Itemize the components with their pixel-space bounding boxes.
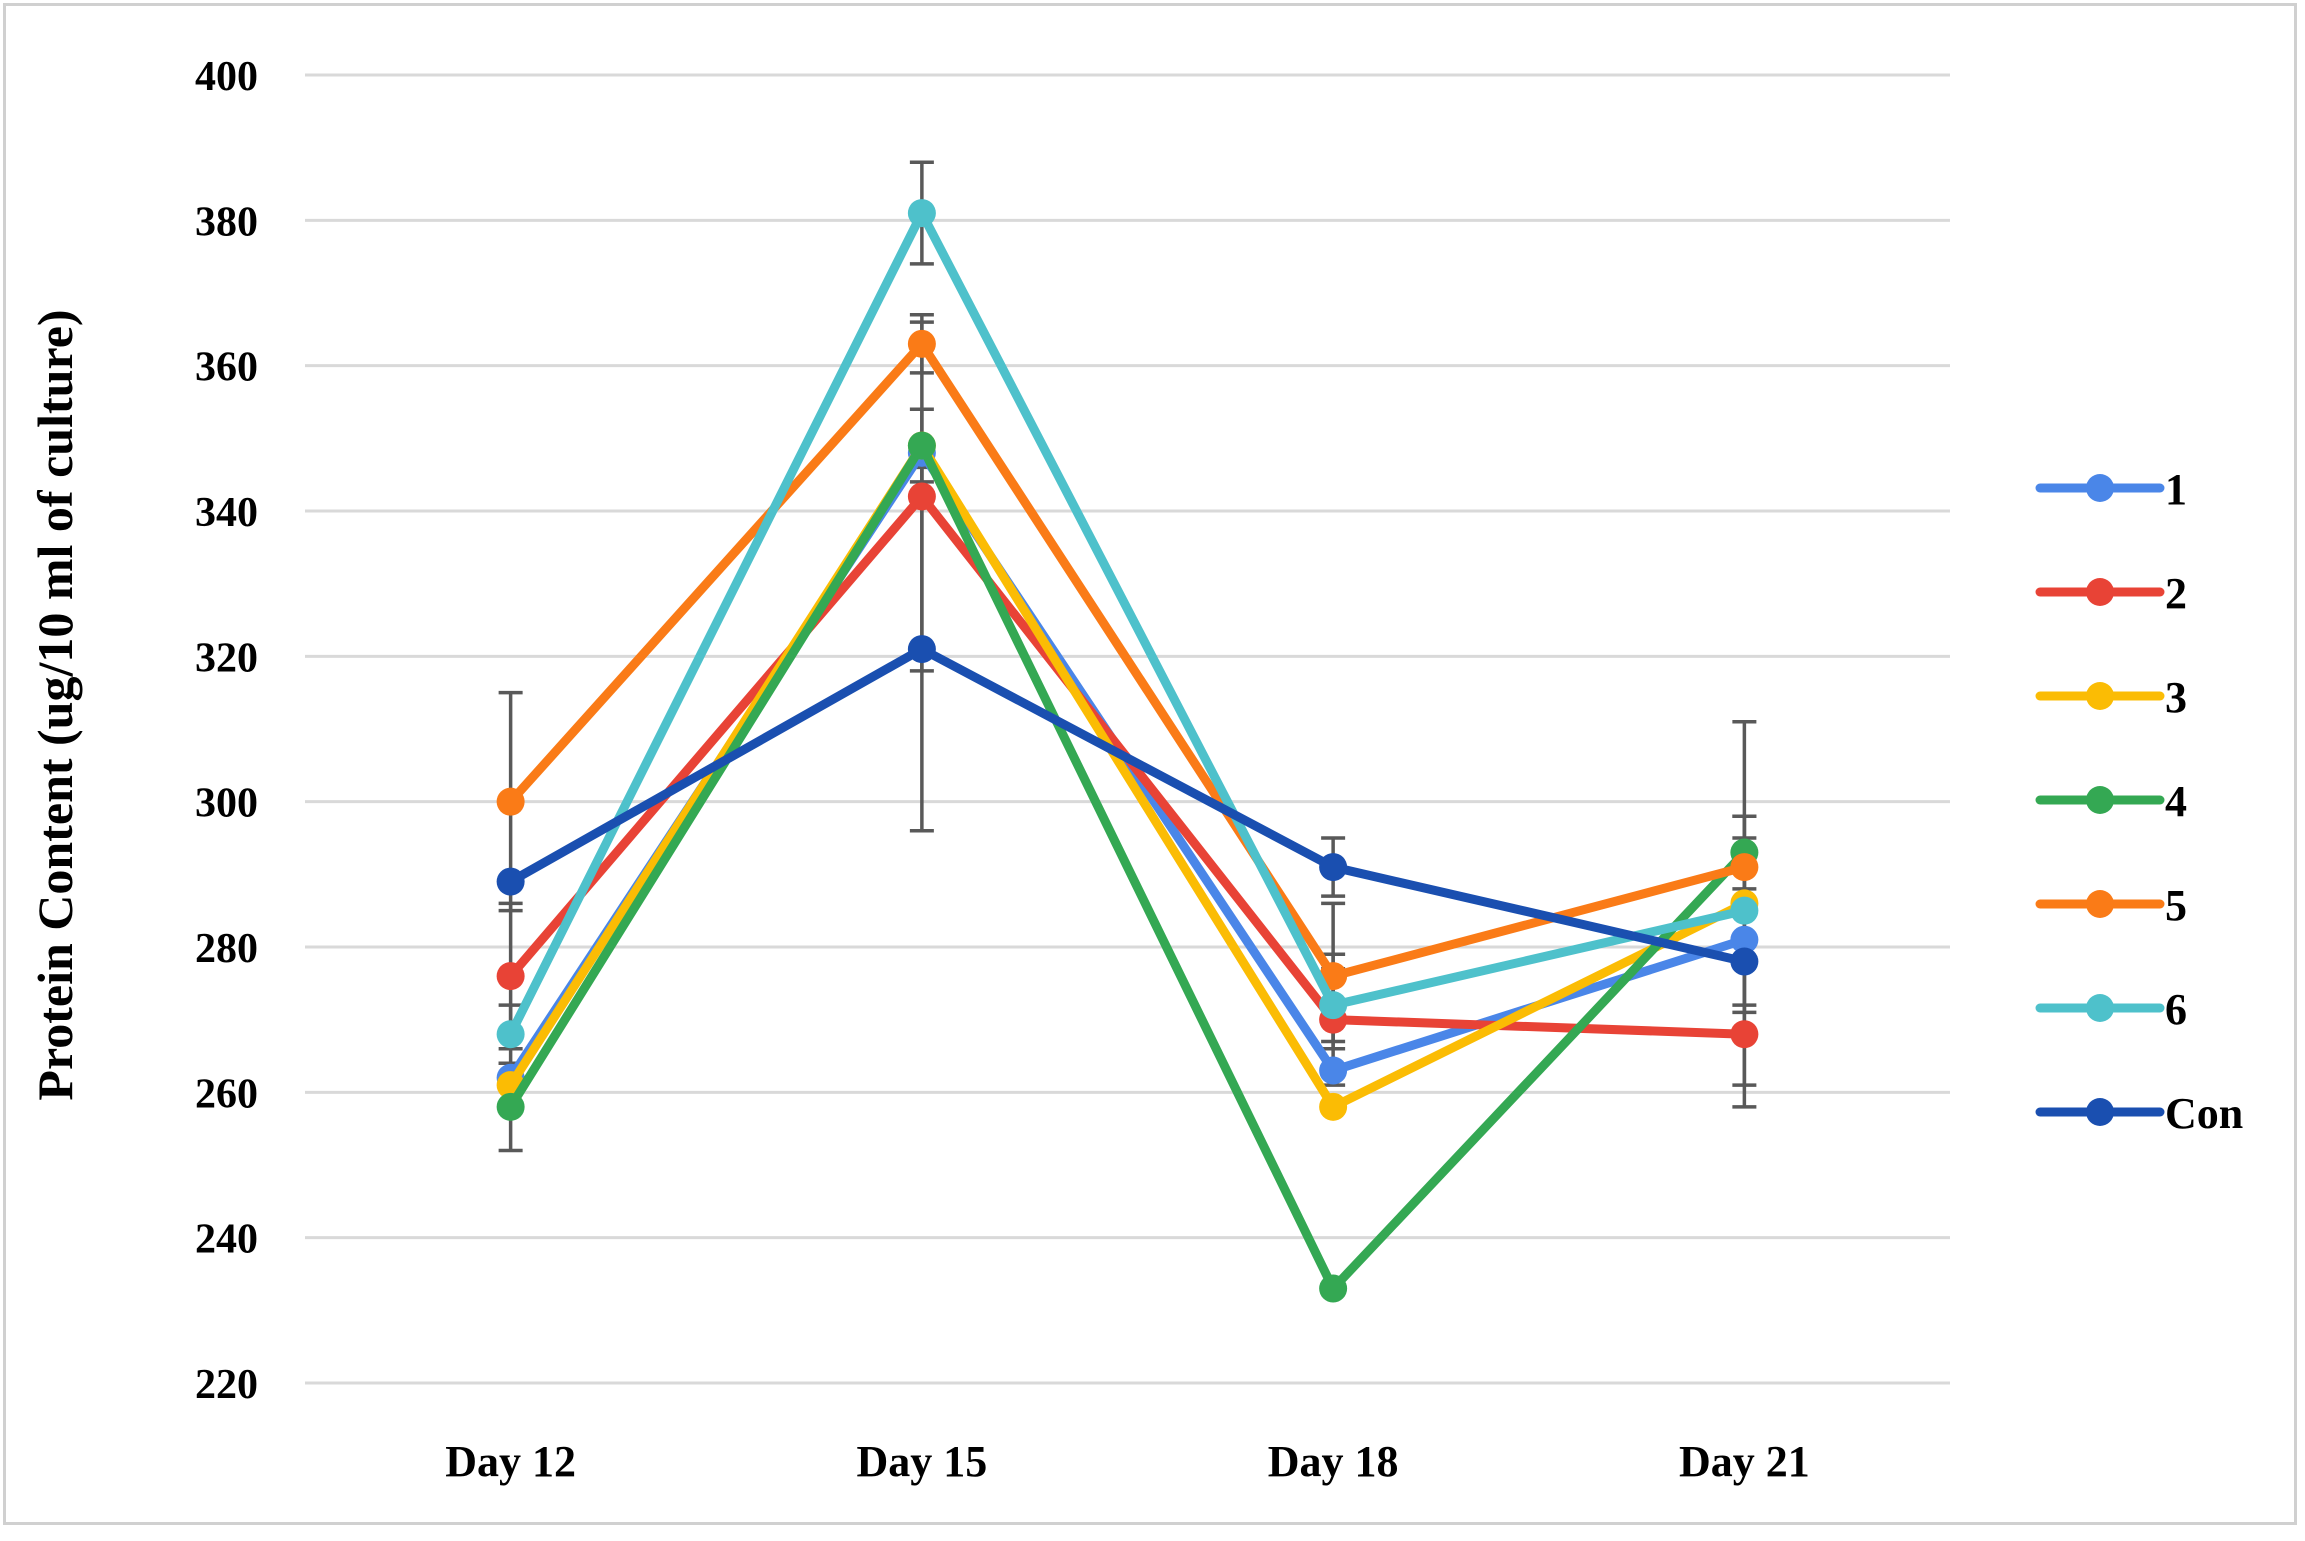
data-point [1319,1092,1348,1121]
data-point [1730,896,1759,925]
data-point [496,1092,525,1121]
legend-swatch-marker [2086,578,2114,606]
y-tick-label: 320 [195,635,258,681]
series-Con [496,635,1759,976]
x-tick-labels: Day 12 Day 15 Day 18 Day 21 [445,1437,1810,1486]
series-4 [496,431,1759,1303]
series-6 [496,199,1759,1049]
legend-swatch-marker [2086,1098,2114,1126]
y-tick-label: 360 [195,345,258,391]
legend-entry: 1 [2035,465,2187,514]
series-line [506,208,1749,1039]
legend: 1 2 3 4 5 6 Con [2035,465,2243,1138]
data-point [1319,991,1348,1020]
legend-swatch-marker [2086,474,2114,502]
data-point [907,482,936,511]
legend-label: 6 [2165,985,2187,1034]
data-point [1730,925,1759,954]
data-point [1319,1056,1348,1085]
x-tick-label: Day 15 [856,1437,987,1486]
y-tick-label: 400 [195,54,258,100]
series-line [506,441,1749,1294]
data-point [907,635,936,664]
legend-entry: 6 [2035,985,2187,1034]
data-point [907,431,936,460]
y-tick-label: 260 [195,1071,258,1117]
x-tick-label: Day 12 [445,1437,576,1486]
y-tick-label: 240 [195,1217,258,1263]
legend-entry: Con [2035,1089,2243,1138]
x-tick-label: Day 21 [1679,1437,1810,1486]
series-line [506,644,1749,967]
legend-swatch-marker [2086,682,2114,710]
legend-label: 3 [2165,673,2187,722]
data-point [496,867,525,896]
y-tick-labels: 220 240 260 280 300 320 340 360 380 400 [195,54,258,1408]
data-point [1730,1020,1759,1049]
legend-label: 5 [2165,881,2187,930]
y-tick-label: 220 [195,1362,258,1408]
data-point [1730,947,1759,976]
legend-label: Con [2165,1089,2243,1138]
data-point [1319,1274,1348,1303]
legend-swatch-marker [2086,890,2114,918]
y-axis-title: Protein Content (ug/10 ml of culture) [27,309,83,1100]
data-point [907,199,936,228]
data-point [496,787,525,816]
legend-entry: 5 [2035,881,2187,930]
legend-entry: 2 [2035,569,2187,618]
series-line [506,339,1749,981]
legend-label: 2 [2165,569,2187,618]
data-point [496,962,525,991]
y-tick-label: 380 [195,199,258,245]
legend-label: 4 [2165,777,2187,826]
y-tick-label: 300 [195,781,258,827]
legend-entry: 4 [2035,777,2187,826]
legend-label: 1 [2165,465,2187,514]
y-tick-label: 340 [195,490,258,536]
data-point [1730,853,1759,882]
legend-entry: 3 [2035,673,2187,722]
data-point [907,329,936,358]
series-lines [496,199,1759,1303]
data-point [1319,853,1348,882]
legend-swatch-marker [2086,994,2114,1022]
chart-frame [3,3,2297,1525]
y-tick-label: 280 [195,926,258,972]
legend-swatch-marker [2086,786,2114,814]
x-tick-label: Day 18 [1268,1437,1399,1486]
data-point [496,1020,525,1049]
